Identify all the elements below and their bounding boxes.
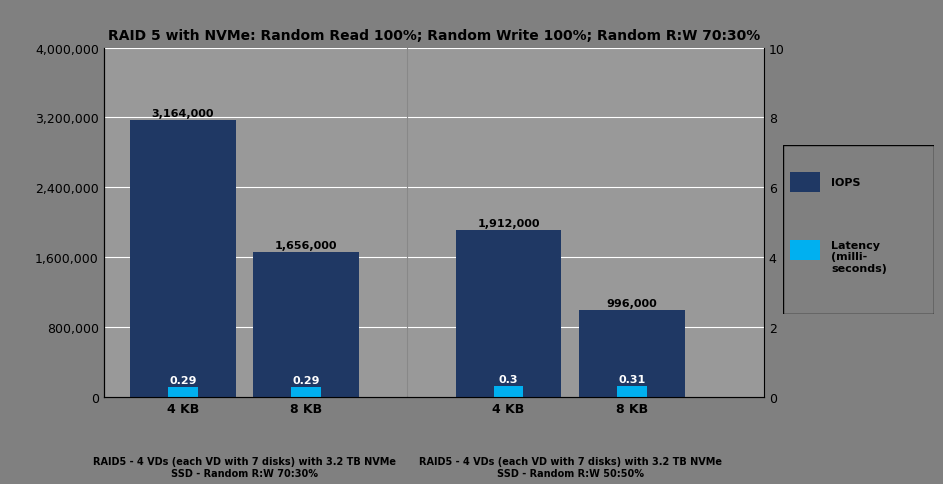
FancyBboxPatch shape	[783, 145, 934, 315]
Bar	[130, 121, 236, 397]
Text: Latency
(milli-
seconds): Latency (milli- seconds)	[831, 240, 886, 273]
Text: 1,656,000: 1,656,000	[275, 241, 338, 250]
Bar	[617, 386, 647, 397]
Text: 0.29: 0.29	[292, 375, 320, 385]
Bar	[790, 172, 820, 193]
Title: RAID 5 with NVMe: Random Read 100%; Random Write 100%; Random R:W 70:30%: RAID 5 with NVMe: Random Read 100%; Rand…	[108, 29, 760, 43]
Bar	[254, 253, 359, 397]
Text: 1,912,000: 1,912,000	[477, 218, 539, 228]
Bar	[291, 387, 321, 397]
Bar	[455, 230, 561, 397]
Text: 0.29: 0.29	[169, 375, 197, 385]
Bar	[579, 310, 685, 397]
Bar	[494, 386, 523, 397]
Bar	[168, 387, 198, 397]
Text: 3,164,000: 3,164,000	[152, 109, 214, 119]
Text: RAID5 - 4 VDs (each VD with 7 disks) with 3.2 TB NVMe
SSD - Random R:W 70:30%: RAID5 - 4 VDs (each VD with 7 disks) wit…	[93, 456, 396, 478]
Bar	[790, 240, 820, 260]
Text: 0.3: 0.3	[499, 375, 519, 385]
Text: RAID5 - 4 VDs (each VD with 7 disks) with 3.2 TB NVMe
SSD - Random R:W 50:50%: RAID5 - 4 VDs (each VD with 7 disks) wit…	[419, 456, 721, 478]
Text: IOPS: IOPS	[831, 178, 860, 187]
Text: 996,000: 996,000	[606, 298, 657, 308]
Text: 0.31: 0.31	[619, 374, 645, 384]
